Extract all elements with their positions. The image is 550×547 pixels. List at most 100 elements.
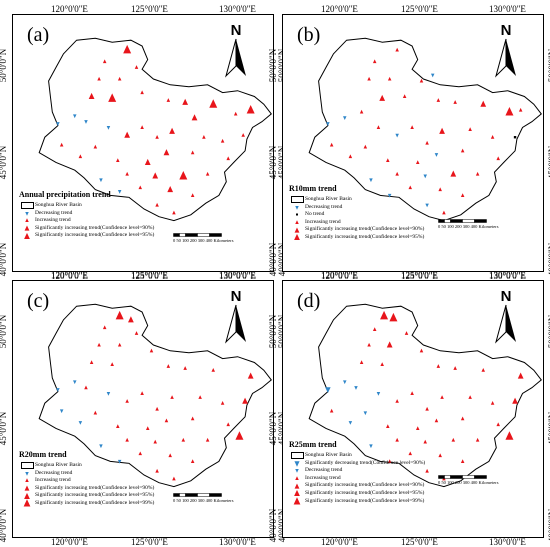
legend-item: Significantly increasing trend(Confidenc… bbox=[19, 225, 154, 233]
panel-label: (a) bbox=[27, 24, 50, 46]
legend-item: Significantly increasing trend(Confidenc… bbox=[289, 490, 425, 498]
station-marker bbox=[155, 135, 159, 139]
legend-item: Songhua River Basin bbox=[289, 452, 425, 460]
station-marker bbox=[97, 342, 101, 347]
scale-bar-ticks: 0 50 100 200 300 400 Kilometers bbox=[438, 480, 499, 485]
station-marker bbox=[434, 153, 439, 157]
station-marker bbox=[172, 210, 176, 215]
station-marker bbox=[404, 331, 409, 335]
legend-text: Songhua River Basin bbox=[35, 202, 82, 209]
station-marker bbox=[110, 362, 114, 366]
legend-item: Significantly decreasing trend(Confidenc… bbox=[289, 460, 425, 468]
station-marker bbox=[402, 94, 407, 99]
legend-text: Decreasing trend bbox=[305, 467, 343, 474]
north-arrow-icon: N bbox=[223, 289, 249, 349]
station-marker bbox=[145, 426, 150, 430]
trend-marker-icon bbox=[19, 484, 35, 493]
station-marker bbox=[425, 406, 429, 411]
scale-bar: 0 50 100 200 300 400 Kilometers bbox=[173, 493, 235, 503]
station-marker bbox=[209, 99, 218, 108]
station-marker bbox=[453, 100, 457, 104]
station-marker bbox=[423, 174, 427, 179]
station-marker bbox=[106, 125, 111, 130]
latitude-label: 45°0'0"N bbox=[0, 412, 9, 446]
station-marker bbox=[102, 59, 107, 64]
station-marker bbox=[166, 364, 171, 368]
station-marker bbox=[155, 202, 159, 207]
legend-item: Significantly increasing trend(Confidenc… bbox=[19, 485, 154, 493]
station-marker bbox=[88, 92, 95, 99]
basin-outline bbox=[38, 37, 272, 222]
north-letter: N bbox=[230, 288, 242, 305]
longitude-label: 120°0'0"E bbox=[321, 537, 358, 547]
station-marker bbox=[190, 459, 195, 463]
station-marker bbox=[342, 380, 347, 385]
longitude-label: 125°0'0"E bbox=[401, 4, 438, 14]
scale-bar-ticks: 0 50 100 200 300 400 Kilometers bbox=[438, 224, 499, 229]
station-marker bbox=[242, 397, 248, 404]
legend-text: Significantly increasing trend(Confidenc… bbox=[305, 226, 425, 233]
map-legend: R20mm trend Songhua River Basin Decreasing… bbox=[19, 451, 154, 508]
map-legend: R25mm trend Songhua River Basin Significan… bbox=[289, 441, 425, 505]
legend-item: Significantly increasing trend(Confidenc… bbox=[289, 234, 424, 242]
basin-map bbox=[38, 37, 272, 222]
legend-item: Significantly increasing trend(Confidenc… bbox=[19, 499, 154, 508]
station-marker bbox=[460, 459, 465, 463]
trend-marker-icon bbox=[19, 224, 35, 233]
panel-label: (c) bbox=[27, 290, 50, 312]
station-marker bbox=[326, 122, 330, 126]
basin-map bbox=[308, 37, 542, 222]
legend-item: Increasing trend bbox=[19, 217, 154, 225]
north-letter: N bbox=[230, 22, 242, 39]
station-marker bbox=[505, 431, 514, 440]
north-letter: N bbox=[500, 288, 512, 305]
north-arrow-icon: N bbox=[493, 289, 519, 349]
basin-outline-icon bbox=[289, 196, 305, 204]
north-arrow-icon: N bbox=[493, 23, 519, 83]
station-marker bbox=[518, 107, 523, 112]
station-marker bbox=[425, 468, 429, 473]
trend-marker-icon bbox=[19, 476, 35, 485]
basin-outline-icon bbox=[19, 202, 35, 210]
station-marker bbox=[438, 187, 442, 192]
longitude-label: 125°0'0"E bbox=[131, 537, 168, 547]
station-marker bbox=[226, 156, 230, 161]
trend-marker-icon bbox=[19, 469, 35, 478]
station-marker bbox=[408, 185, 413, 190]
trend-marker-icon bbox=[289, 474, 305, 483]
station-marker bbox=[475, 437, 480, 442]
longitude-label: 120°0'0"E bbox=[51, 270, 88, 280]
map-panel-a: 120°0'0"E 125°0'0"E 130°0'0"E 120°0'0"E 125°… bbox=[0, 5, 287, 281]
station-marker bbox=[182, 98, 189, 105]
station-marker bbox=[124, 131, 131, 138]
map-panel-b: 120°0'0"E 125°0'0"E 130°0'0"E 120°0'0"E 125°… bbox=[268, 5, 550, 281]
station-marker bbox=[99, 444, 103, 449]
trend-marker-icon bbox=[289, 203, 305, 212]
legend-text: Decreasing trend bbox=[35, 469, 73, 476]
legend-text: Increasing trend bbox=[305, 218, 341, 225]
station-marker bbox=[329, 142, 334, 147]
station-marker bbox=[220, 401, 225, 405]
station-marker bbox=[408, 451, 413, 456]
legend-text: Significantly increasing trend(Confidenc… bbox=[35, 224, 155, 231]
station-marker bbox=[342, 116, 347, 121]
station-marker bbox=[128, 316, 134, 323]
station-marker bbox=[106, 391, 111, 396]
station-marker bbox=[387, 193, 392, 198]
station-marker bbox=[117, 76, 122, 81]
station-marker bbox=[419, 78, 424, 83]
station-marker bbox=[436, 364, 441, 368]
station-marker bbox=[72, 380, 77, 385]
legend-item: Significantly increasing trend(Confidenc… bbox=[19, 492, 154, 500]
legend-item: Significantly increasing trend(Confidenc… bbox=[19, 232, 154, 240]
longitude-label: 120°0'0"E bbox=[321, 4, 358, 14]
station-marker bbox=[475, 171, 480, 176]
station-marker bbox=[436, 98, 441, 102]
latitude-label: 40°0'0"N bbox=[0, 509, 9, 543]
station-marker bbox=[450, 170, 457, 177]
station-marker bbox=[496, 422, 500, 427]
legend-item: Increasing trend bbox=[19, 477, 154, 485]
legend-title: R20mm trend bbox=[19, 450, 67, 459]
latitude-label: 40°0'0"N bbox=[268, 509, 279, 543]
legend-item: Decreasing trend bbox=[19, 210, 154, 218]
